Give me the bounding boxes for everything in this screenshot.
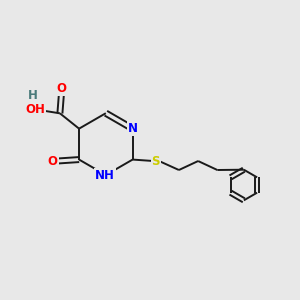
- Text: O: O: [56, 82, 66, 95]
- Text: H: H: [28, 88, 38, 102]
- Text: OH: OH: [25, 103, 45, 116]
- Text: S: S: [152, 154, 160, 167]
- Text: NH: NH: [95, 169, 115, 182]
- Text: N: N: [128, 122, 138, 135]
- Text: O: O: [48, 154, 58, 167]
